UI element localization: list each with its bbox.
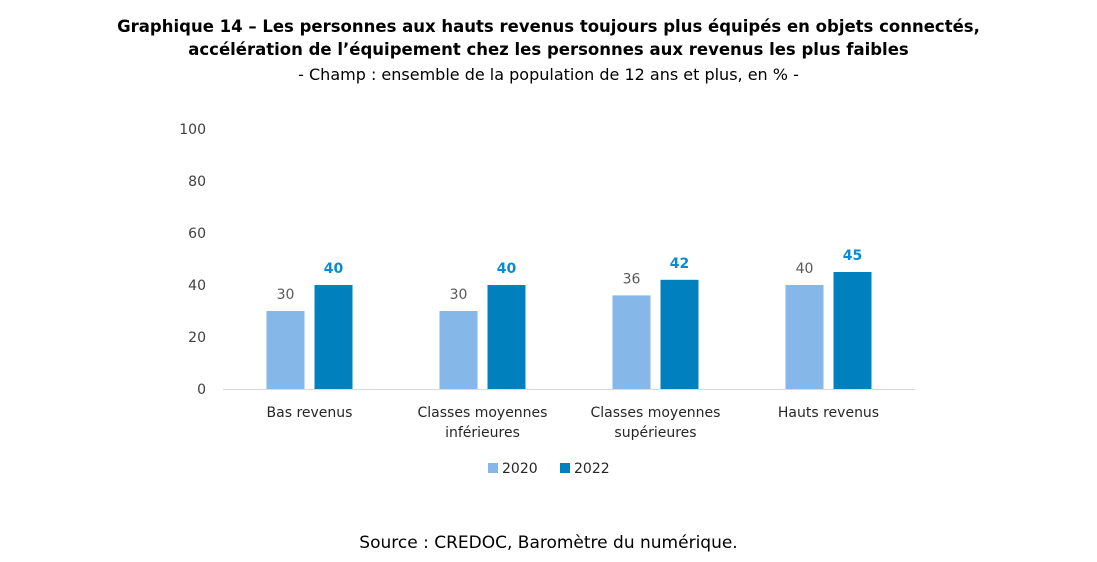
bar-2022 xyxy=(314,285,353,389)
x-category-label: inférieures xyxy=(445,425,520,441)
bar-2020 xyxy=(266,311,305,389)
y-tick-label: 60 xyxy=(188,226,206,242)
x-category-label: Classes moyennes xyxy=(418,405,548,421)
data-label-2022: 40 xyxy=(497,261,517,277)
y-tick-label: 80 xyxy=(188,174,206,190)
bar-2020 xyxy=(785,285,824,389)
legend-label-2020: 2020 xyxy=(502,461,538,477)
bar-2020 xyxy=(439,311,478,389)
data-label-2020: 30 xyxy=(277,287,295,303)
bar-2022 xyxy=(487,285,526,389)
bar-2020 xyxy=(612,295,651,389)
x-category-label: Bas revenus xyxy=(267,405,353,421)
bar-2022 xyxy=(833,272,872,389)
chart-title-line-1: Graphique 14 – Les personnes aux hauts r… xyxy=(117,17,980,36)
x-category-label: Hauts revenus xyxy=(778,405,879,421)
x-axis-categories: Bas revenus Classes moyennes inférieures Cl… xyxy=(267,405,880,441)
y-axis: 0 20 40 60 80 100 xyxy=(179,122,206,398)
data-label-2022: 45 xyxy=(843,248,862,264)
legend-swatch-2022 xyxy=(560,463,570,473)
data-label-2020: 36 xyxy=(623,271,641,287)
y-tick-label: 40 xyxy=(188,278,206,294)
x-category-label: Classes moyennes xyxy=(591,405,721,421)
chart-title-line-2: accélération de l’équipement chez les pe… xyxy=(188,40,909,59)
y-tick-label: 20 xyxy=(188,330,206,346)
legend: 2020 2022 xyxy=(488,461,610,477)
bars-group xyxy=(266,272,872,389)
data-label-2020: 30 xyxy=(450,287,468,303)
data-label-2022: 40 xyxy=(324,261,344,277)
bar-2022 xyxy=(660,279,699,389)
x-category-label: supérieures xyxy=(614,425,696,441)
source-note: Source : CREDOC, Baromètre du numérique. xyxy=(359,533,738,553)
y-tick-label: 100 xyxy=(179,122,206,138)
legend-swatch-2020 xyxy=(488,463,498,473)
chart-subtitle: - Champ : ensemble de la population de 1… xyxy=(298,65,799,84)
y-tick-label: 0 xyxy=(197,382,206,398)
data-label-2020: 40 xyxy=(796,261,814,277)
data-labels-group: 30 40 30 40 36 42 40 45 xyxy=(277,248,863,303)
legend-label-2022: 2022 xyxy=(574,461,610,477)
data-label-2022: 42 xyxy=(670,256,689,272)
